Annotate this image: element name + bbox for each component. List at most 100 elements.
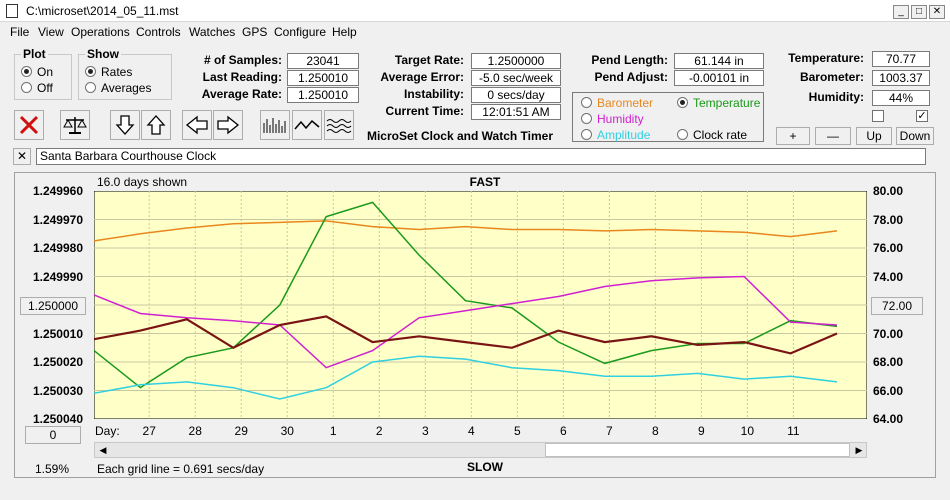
right-value-button[interactable]: 72.00: [871, 297, 923, 315]
sensor-temperature-radio[interactable]: Temperature: [677, 96, 760, 110]
wave-view-button[interactable]: [292, 110, 322, 140]
radio-icon: [85, 82, 96, 93]
app-icon: [6, 4, 18, 18]
left-tick-label: 1.249960: [32, 184, 83, 198]
window-title: C:\microset\2014_05_11.mst: [26, 4, 179, 18]
left-tick-label: 1.250030: [32, 383, 83, 398]
wave-icon: [294, 119, 320, 130]
scale-up-button[interactable]: Up: [856, 127, 892, 145]
arrow-left-button[interactable]: [182, 110, 212, 140]
right-tick-label: 80.00: [873, 184, 904, 198]
menu-gps[interactable]: GPS: [242, 25, 268, 39]
minimize-button[interactable]: _: [893, 5, 909, 19]
x-tick-label: 9: [698, 424, 705, 438]
arrow-left-icon: [185, 115, 208, 135]
scroll-thumb[interactable]: [545, 443, 850, 457]
noise-view-button[interactable]: [324, 110, 354, 140]
scale-down-button[interactable]: Down: [896, 127, 934, 145]
time-scrollbar[interactable]: ◀ ▶: [94, 442, 867, 458]
menu-file[interactable]: File: [10, 25, 30, 39]
show-group: Show Rates Averages: [78, 47, 172, 100]
radio-icon: [677, 97, 688, 108]
checkbox-1[interactable]: [872, 110, 884, 122]
plot-group: Plot On Off: [14, 47, 72, 100]
scale-plus-button[interactable]: +: [776, 127, 810, 145]
right-tick-label: 78.00: [873, 212, 904, 227]
series-line-3: [94, 315, 838, 355]
right-tick-label: 74.00: [873, 269, 904, 284]
noise-wave-icon: [326, 119, 352, 133]
scale-minus-button[interactable]: —: [815, 127, 851, 145]
left-tick-label: 1.249970: [32, 212, 83, 227]
last-reading-label: Last Reading:: [202, 70, 282, 84]
temperature-value: 70.77: [872, 51, 930, 67]
samples-value: 23041: [287, 53, 359, 69]
instability-value: 0 secs/day: [471, 87, 561, 103]
right-tick-label: 70.00: [873, 326, 904, 341]
average-rate-label: Average Rate:: [201, 87, 282, 101]
menu-configure[interactable]: Configure: [274, 25, 327, 39]
sensor-humidity-radio[interactable]: Humidity: [581, 112, 644, 126]
close-window-button[interactable]: ✕: [929, 5, 945, 19]
current-time-label: Current Time:: [385, 104, 464, 118]
stop-button[interactable]: [14, 110, 44, 140]
left-tick-label: 1.249990: [32, 269, 83, 284]
app-heading: MicroSet Clock and Watch Timer: [366, 129, 554, 143]
show-rates-radio[interactable]: Rates: [85, 65, 132, 79]
day-label: Day:: [95, 424, 120, 438]
pend-length-value: 61.144 in: [674, 53, 764, 69]
x-tick-label: 5: [513, 424, 521, 438]
chart-panel: 16.0 days shown FAST SLOW Each grid line…: [14, 172, 936, 478]
bars-view-button[interactable]: [260, 110, 290, 140]
menu-help[interactable]: Help: [332, 25, 357, 39]
scroll-left-icon[interactable]: ◀: [99, 445, 107, 455]
zero-button[interactable]: 0: [25, 426, 81, 444]
left-tick-label: 1.250020: [32, 355, 83, 369]
right-tick-label: 64.00: [873, 412, 904, 426]
menu-operations[interactable]: Operations: [71, 25, 130, 39]
arrow-up-icon: [146, 115, 166, 135]
plot-off-radio[interactable]: Off: [21, 81, 53, 95]
x-icon: [19, 115, 39, 135]
x-tick-label: 1: [329, 424, 337, 438]
balance-button[interactable]: [60, 110, 90, 140]
scroll-right-icon[interactable]: ▶: [855, 445, 863, 455]
x-tick-label: 27: [142, 424, 156, 438]
current-time-value: 12:01:51 AM: [471, 104, 561, 120]
show-averages-radio[interactable]: Averages: [85, 81, 151, 95]
x-tick-label: 28: [188, 424, 202, 438]
arrow-down-icon: [115, 115, 135, 135]
left-tick-label: 1.250010: [32, 326, 83, 341]
checkbox-2[interactable]: ✓: [916, 110, 928, 122]
sensor-barometer-radio[interactable]: Barometer: [581, 96, 653, 110]
menu-controls[interactable]: Controls: [136, 25, 181, 39]
clear-clock-button[interactable]: ✕: [13, 148, 31, 165]
maximize-button[interactable]: □: [911, 5, 927, 19]
arrow-down-button[interactable]: [110, 110, 140, 140]
center-rate-button[interactable]: 1.250000: [20, 297, 86, 315]
clock-name-field[interactable]: Santa Barbara Courthouse Clock: [36, 148, 926, 165]
radio-icon: [677, 129, 688, 140]
sensor-amplitude-radio[interactable]: Amplitude: [581, 128, 650, 142]
x-tick-label: 29: [234, 424, 248, 438]
right-tick-label: 76.00: [873, 241, 904, 255]
sensor-clock-rate-radio[interactable]: Clock rate: [677, 128, 747, 142]
pend-adjust-value: -0.00101 in: [674, 70, 764, 86]
plot-group-title: Plot: [21, 47, 48, 61]
barometer-label: Barometer:: [799, 70, 864, 84]
average-error-value: -5.0 sec/week: [471, 70, 561, 86]
plot-on-radio[interactable]: On: [21, 65, 53, 79]
arrow-right-button[interactable]: [213, 110, 243, 140]
menu-bar: File View Operations Controls Watches GP…: [0, 22, 950, 42]
humidity-value: 44%: [872, 90, 930, 106]
barometer-value: 1003.37: [872, 70, 930, 86]
bar-graph-icon: [263, 118, 286, 133]
menu-view[interactable]: View: [38, 25, 64, 39]
samples-label: # of Samples:: [203, 53, 282, 67]
arrow-up-button[interactable]: [141, 110, 171, 140]
menu-watches[interactable]: Watches: [189, 25, 236, 39]
sensor-select-box: Barometer Temperature Humidity Amplitude…: [572, 92, 764, 142]
instability-label: Instability:: [403, 87, 464, 101]
fast-label: FAST: [469, 175, 501, 189]
series-line-0: [94, 220, 838, 242]
